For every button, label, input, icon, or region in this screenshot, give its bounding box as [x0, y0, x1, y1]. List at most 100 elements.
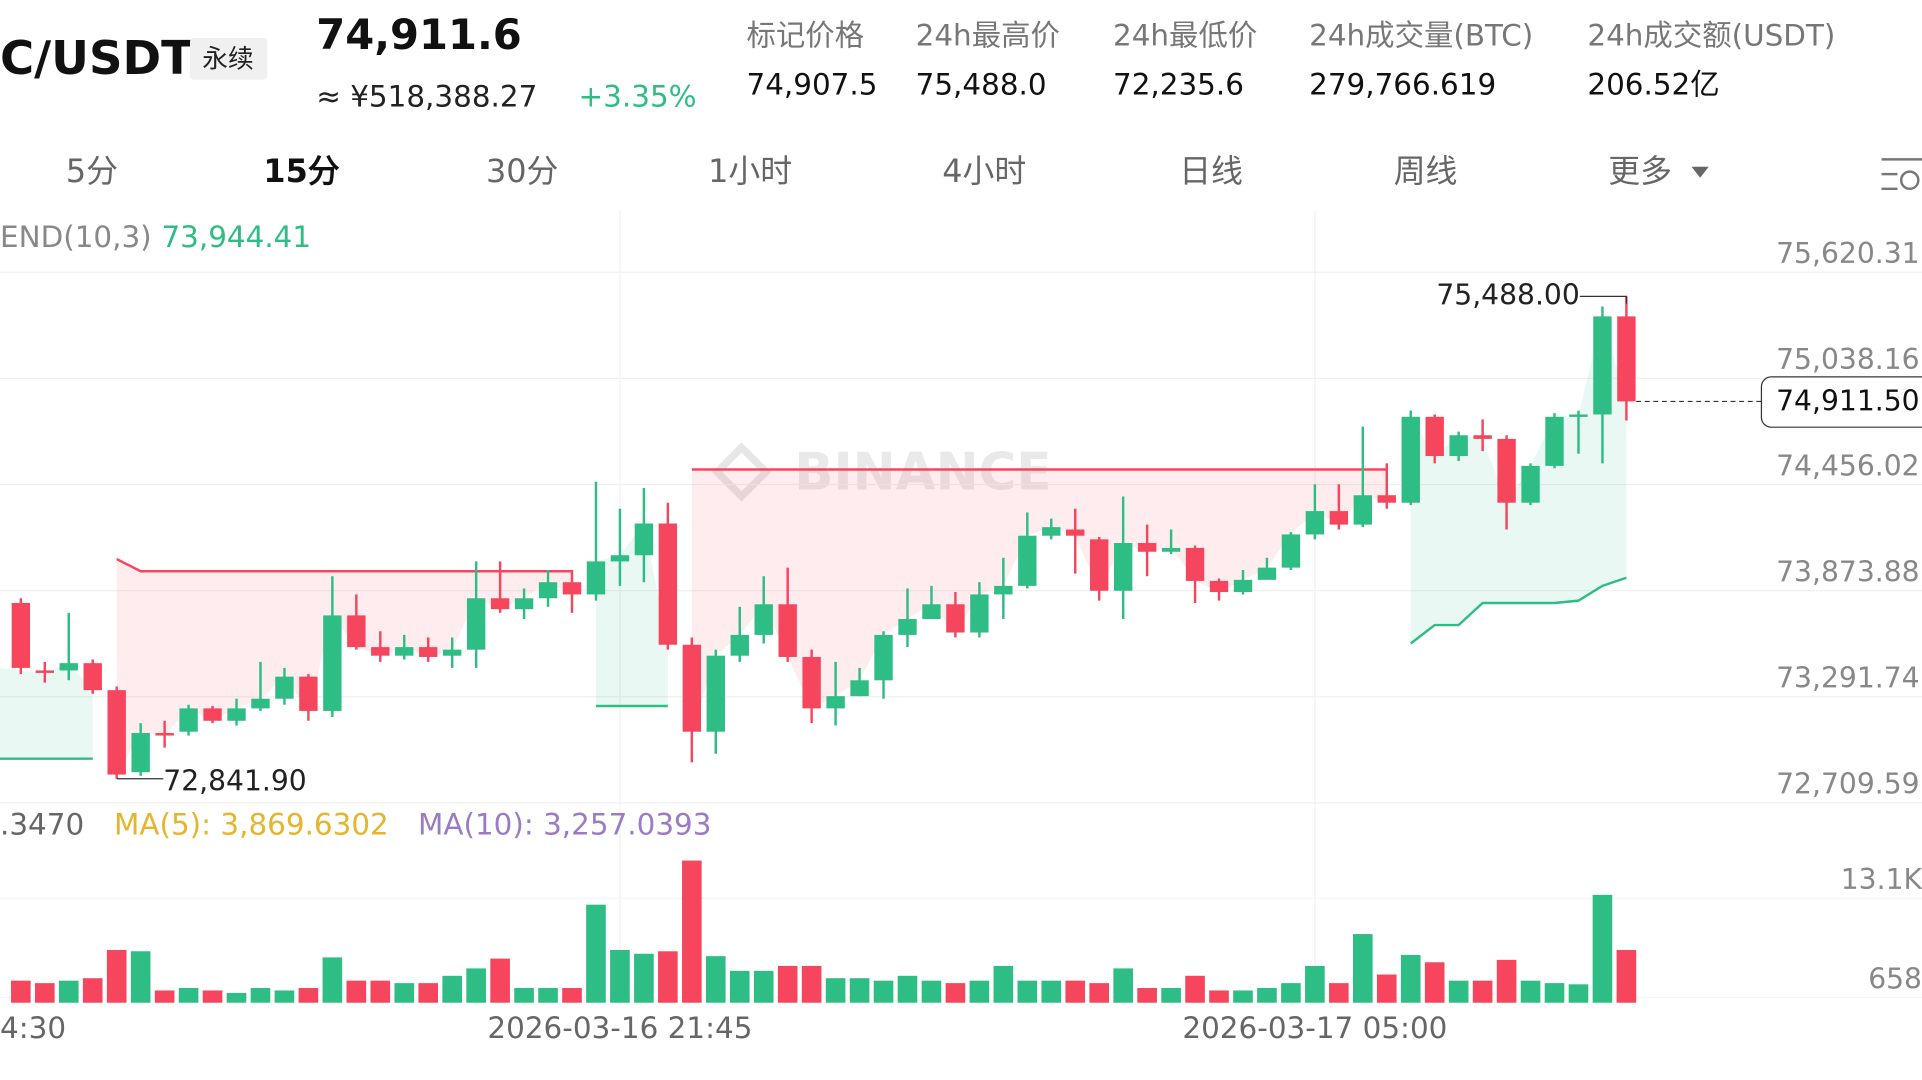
- candle-body: [490, 598, 510, 610]
- x-tick-label: 2026-03-16 21:45: [487, 1011, 752, 1045]
- volume-bar: [1089, 983, 1110, 1003]
- y-tick-label: 74,456.02: [1776, 449, 1919, 482]
- volume-bar: [753, 970, 774, 1003]
- tab[interactable]: 1小时: [708, 152, 792, 190]
- tab[interactable]: 15分: [263, 152, 339, 190]
- watermark-logo: [711, 442, 772, 502]
- candle-body: [850, 680, 869, 697]
- tab[interactable]: 5分: [66, 152, 118, 190]
- stat-value: 72,235.6: [1113, 67, 1244, 101]
- x-tick-label: 4:30: [0, 1011, 66, 1045]
- tab[interactable]: 周线: [1394, 152, 1458, 190]
- supertrend-area: [691, 469, 1387, 732]
- y-tick-label: 72,709.59: [1776, 768, 1919, 801]
- low-label: 72,841.90: [163, 764, 306, 797]
- volume-bar: [1233, 990, 1253, 1003]
- volume-bar: [130, 951, 151, 1003]
- indicator-name: END(10,3): [0, 219, 152, 253]
- candle-body: [275, 676, 294, 699]
- tab[interactable]: 30分: [486, 152, 558, 190]
- volume-bar: [586, 904, 606, 1003]
- tab[interactable]: 4小时: [942, 152, 1026, 190]
- candle-body: [994, 585, 1013, 595]
- volume-bar: [154, 990, 175, 1003]
- y-tick-label: 658: [1868, 962, 1922, 995]
- contract-type: 永续: [202, 45, 253, 75]
- tabs: 5分 15分 30分 1小时 4小时 日线 周线 更多: [66, 152, 1672, 190]
- volume-bar: [1616, 950, 1637, 1003]
- stat-label: 24h最高价: [916, 18, 1060, 52]
- candle-body: [922, 604, 941, 620]
- candle-body: [586, 561, 606, 595]
- stats: 标记价格 74,907.5 24h最高价 75,488.0 24h最低价 72,235.6…: [746, 18, 1835, 101]
- volume-bar: [1592, 894, 1613, 1003]
- candle-body: [1329, 511, 1349, 525]
- symbol: C/USDT: [0, 31, 193, 85]
- supertrend-area: [595, 523, 668, 707]
- last-price-box: [1760, 376, 1922, 428]
- volume-bar: [729, 970, 750, 1003]
- candle-body: [1209, 580, 1229, 593]
- y-tick-label: 13.1K: [1841, 863, 1922, 896]
- volume-bar: [562, 987, 582, 1003]
- volume-bar: [1257, 987, 1277, 1003]
- candle-body: [706, 655, 725, 732]
- volume-bar: [921, 980, 942, 1003]
- candle-body: [323, 615, 342, 711]
- badge-bg: [189, 38, 268, 80]
- volume-bar: [1113, 968, 1133, 1003]
- candle-body: [898, 619, 917, 635]
- dropdown-arrow: [1691, 166, 1709, 178]
- change: +3.35%: [579, 80, 697, 114]
- x-tick-label: 2026-03-17 05:00: [1182, 1011, 1447, 1045]
- candle-body: [299, 676, 318, 711]
- candle-body: [1353, 495, 1372, 525]
- volume-bar: [873, 980, 894, 1003]
- candle-body: [1042, 527, 1061, 536]
- tab[interactable]: 日线: [1179, 152, 1243, 190]
- volume-bar: [682, 860, 702, 1003]
- volume-bar: [322, 957, 343, 1003]
- y-tick-label: 73,291.74: [1776, 662, 1919, 695]
- candle-body: [1113, 543, 1133, 591]
- candle-body: [874, 634, 893, 681]
- candle-body: [1425, 416, 1444, 457]
- volume-bar: [1161, 987, 1181, 1003]
- volume-bar: [1448, 980, 1469, 1003]
- volume-bar: [1424, 962, 1445, 1003]
- supertrend-line: [1409, 576, 1627, 645]
- ma-label: .3470: [0, 808, 84, 842]
- volume-bar: [490, 958, 510, 1003]
- volume-bar: [82, 978, 103, 1003]
- supertrend-line: [116, 557, 573, 573]
- candle-body: [562, 582, 582, 595]
- candle-body: [179, 708, 198, 732]
- indicator-value: 73,944.41: [161, 219, 311, 253]
- volume-bar: [1305, 965, 1325, 1003]
- watermark: BINANCE: [794, 443, 1051, 503]
- volume-bar: [1017, 980, 1038, 1003]
- candle-body: [442, 649, 462, 656]
- candle-body: [946, 604, 965, 633]
- supertrend-area: [116, 559, 573, 775]
- volume-bar: [610, 950, 630, 1003]
- supertrend-area: [1410, 316, 1627, 644]
- tab[interactable]: 更多: [1608, 152, 1672, 190]
- volume-bar: [1496, 959, 1517, 1003]
- chart: 75,620.31 75,038.16 74,456.02 73,873.88 73,2…: [0, 210, 1922, 1045]
- candle-body: [1593, 316, 1612, 415]
- candle-body: [1401, 416, 1420, 503]
- y-tick-label: 75,038.16: [1776, 343, 1919, 376]
- candle-body: [35, 670, 54, 673]
- stat-value: 75,488.0: [916, 67, 1047, 101]
- volume-bar: [274, 990, 295, 1003]
- volume-bar: [1352, 934, 1373, 1003]
- ma-label: MA(5): 3,869.6302: [114, 808, 389, 842]
- candle-body: [59, 663, 78, 671]
- stat-label: 标记价格: [746, 18, 864, 52]
- volume-bar: [298, 987, 319, 1003]
- volume-bar: [538, 987, 558, 1003]
- volume-bar: [1209, 990, 1229, 1003]
- candle-body: [107, 690, 126, 775]
- candle-body: [466, 598, 486, 650]
